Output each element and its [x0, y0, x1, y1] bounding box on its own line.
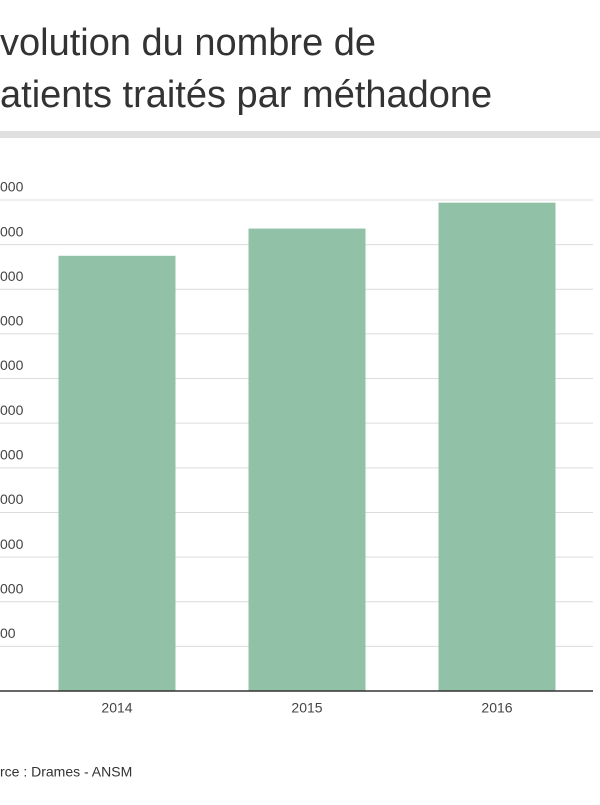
y-tick-label: 000 — [0, 179, 24, 195]
y-tick-label: 00 — [0, 625, 16, 641]
title-rule — [0, 131, 600, 138]
bar — [248, 228, 366, 692]
x-tick-label: 2015 — [291, 700, 322, 716]
x-tick-label: 2016 — [481, 700, 512, 716]
chart-title: atients traités par méthadone — [0, 74, 492, 116]
bar — [58, 255, 176, 691]
bar — [438, 202, 556, 692]
y-tick-label: 000 — [0, 491, 24, 507]
y-tick-label: 000 — [0, 536, 24, 552]
y-tick-label: 000 — [0, 268, 24, 284]
y-tick-label: 000 — [0, 223, 24, 239]
x-tick-label: 2014 — [101, 700, 132, 716]
y-tick-label: 000 — [0, 313, 24, 329]
chart-title: volution du nombre de — [0, 22, 376, 64]
y-tick-label: 000 — [0, 447, 24, 463]
y-tick-label: 000 — [0, 580, 24, 596]
source: rce : Drames - ANSM — [0, 764, 132, 780]
y-tick-label: 000 — [0, 357, 24, 373]
y-tick-label: 000 — [0, 402, 24, 418]
